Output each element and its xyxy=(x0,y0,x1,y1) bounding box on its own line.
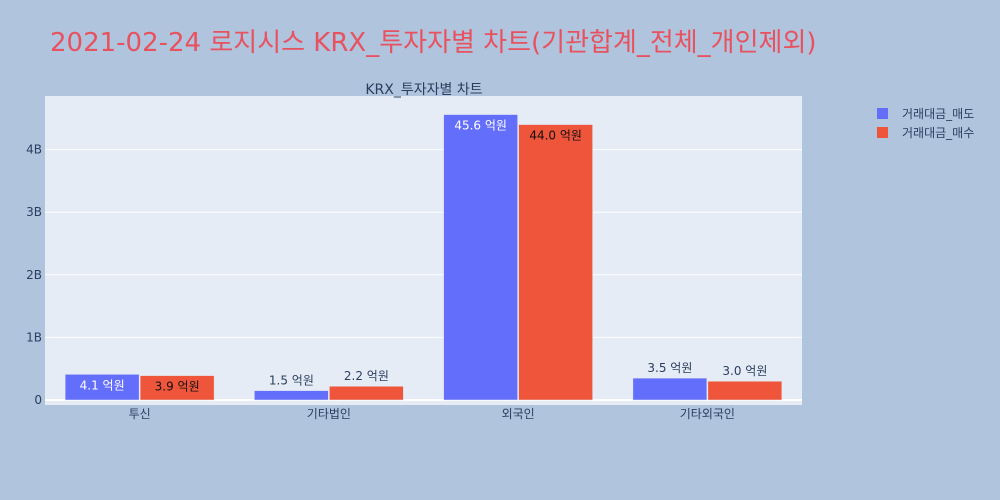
data-label: 3.0 억원 xyxy=(722,364,767,378)
x-axis-ticks: 투신 기타법인 외국인 기타외국인 xyxy=(129,407,735,421)
chart-title: KRX_투자자별 차트 xyxy=(365,82,482,98)
x-tick-label: 기타외국인 xyxy=(680,407,735,421)
data-label: 4.1 억원 xyxy=(80,378,125,392)
data-label: 1.5 억원 xyxy=(269,374,314,388)
y-tick-label: 0 xyxy=(34,393,42,407)
bar-sell-3 xyxy=(632,377,708,401)
data-label: 2.2 억원 xyxy=(344,369,389,383)
legend-label: 거래대금_매도 xyxy=(902,107,974,121)
data-labels: 4.1 억원 3.9 억원 1.5 억원 2.2 억원 45.6 억원 44.0 억원 3.… xyxy=(80,119,768,394)
legend-swatch xyxy=(877,108,888,119)
data-label: 3.5 억원 xyxy=(647,361,692,375)
bar-buy-2 xyxy=(518,124,593,401)
x-tick-label: 기타법인 xyxy=(307,407,351,421)
data-label: 3.9 억원 xyxy=(155,380,200,394)
bar-buy-1 xyxy=(329,385,404,401)
y-tick-label: 3B xyxy=(26,205,42,219)
bar-sell-2 xyxy=(443,114,518,401)
y-tick-label: 1B xyxy=(26,330,42,344)
bar-buy-3 xyxy=(707,380,783,401)
data-label: 45.6 억원 xyxy=(454,119,507,133)
y-tick-label: 4B xyxy=(26,143,42,157)
x-tick-label: 외국인 xyxy=(502,407,535,421)
legend-item[interactable]: 거래대금_매도 xyxy=(877,107,974,121)
page-title: 2021-02-24 로지시스 KRX_투자자별 차트(기관합계_전체_개인제외… xyxy=(50,28,817,58)
bar-sell-0 xyxy=(64,374,140,401)
bar-sell-1 xyxy=(254,390,329,401)
x-tick-label: 투신 xyxy=(129,407,151,421)
plot-area xyxy=(45,96,802,405)
legend-swatch xyxy=(877,127,888,138)
legend-label: 거래대금_매수 xyxy=(902,126,974,140)
y-axis-ticks: 0 1B 2B 3B 4B xyxy=(26,143,42,407)
data-label: 44.0 억원 xyxy=(529,129,582,143)
bars xyxy=(64,114,783,401)
bar-buy-0 xyxy=(139,375,215,401)
legend-item[interactable]: 거래대금_매수 xyxy=(877,126,974,140)
y-tick-label: 2B xyxy=(26,268,42,282)
